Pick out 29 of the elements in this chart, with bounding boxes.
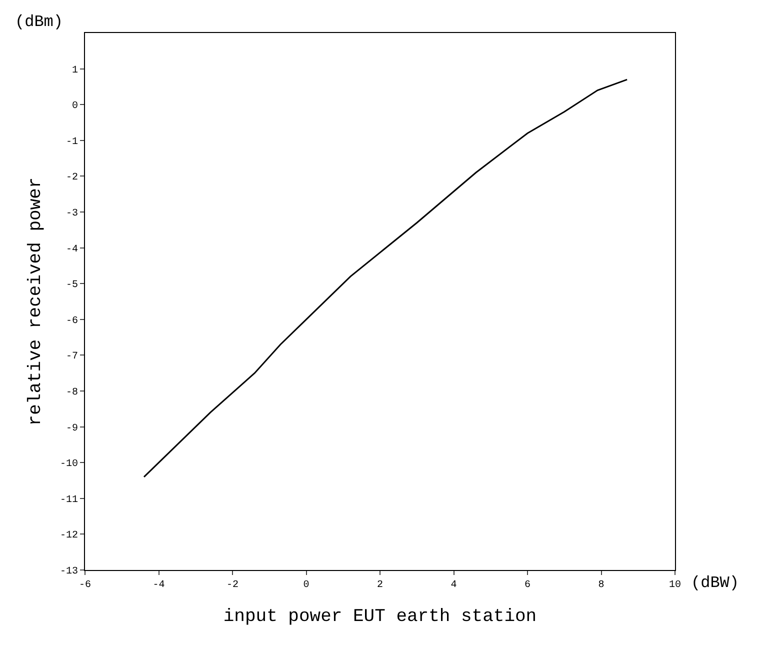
y-tick-label: -13 [60,566,78,578]
y-tick-label: -12 [60,530,78,542]
x-tick-label: -2 [226,580,239,591]
x-tick-label: -6 [78,580,92,591]
x-tick-label: 8 [598,580,604,591]
x-tick-label: 4 [450,580,457,591]
y-tick-label: 1 [72,65,78,76]
y-tick-label: -2 [66,172,78,184]
y-tick-label: -6 [66,316,78,327]
y-tick-label: 0 [72,101,78,112]
text: (dBW) [691,574,740,592]
line-series [143,78,628,478]
y-tick-label: -11 [60,494,78,506]
y-tick-label: -1 [66,136,78,148]
x-tick-label: 10 [668,580,682,591]
x-tick-label: 2 [376,580,384,591]
y-tick-label: -7 [66,352,78,363]
x-tick-label: -4 [152,580,165,591]
y-tick-label: -3 [66,208,78,220]
x-tick-label: 0 [303,580,310,591]
y-tick-label: -5 [66,280,78,292]
x-tick-label: 6 [524,580,531,591]
y-tick-label: -9 [66,423,78,434]
text: (dBm) [15,13,64,31]
y-tick-label: -8 [66,388,78,398]
y-axis-title: relative received power [26,177,46,426]
y-tick-label: -4 [66,244,78,256]
x-axis-title: input power EUT earth station [223,607,537,628]
y-tick-label: -10 [60,459,78,470]
